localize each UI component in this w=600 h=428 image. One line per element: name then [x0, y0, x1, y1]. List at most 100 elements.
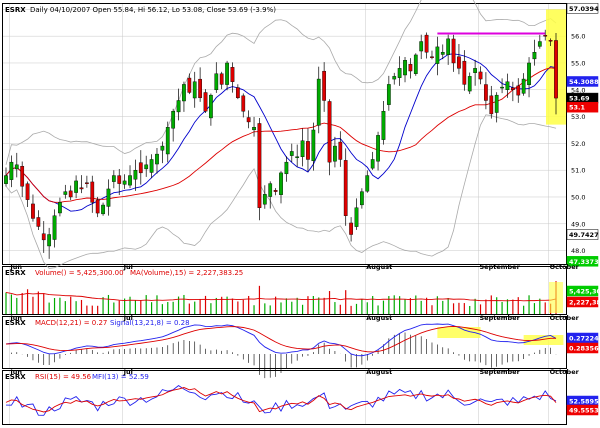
candle-down [510, 87, 515, 90]
candle-up [473, 68, 477, 73]
price-tick-label: 52.0 [571, 140, 585, 148]
candle-up [101, 204, 105, 215]
month-label: October [550, 368, 580, 376]
candle-up [403, 60, 407, 76]
candle-up [300, 140, 305, 158]
volume-value-tag: 5,425,300 [569, 288, 600, 296]
candle-up [74, 180, 78, 193]
candle-down [246, 117, 251, 123]
signal-line [5, 326, 557, 353]
price-label-tag: 47.3373 [569, 258, 599, 266]
candle-down [117, 175, 122, 184]
y-axis-labels: 48.0 49.0 50.0 51.0 52.0 53.0 54.0 55.0 56.0 57.0… [566, 3, 600, 416]
month-label: August [366, 314, 392, 322]
candle-down [543, 35, 548, 37]
candle-up [182, 84, 186, 102]
month-labels: Jun Jun Jun Jul Jul Jul August August August Sept… [9, 263, 579, 376]
candle-up [365, 175, 370, 192]
volume-highlight [549, 282, 563, 313]
candle-up [268, 183, 273, 197]
candle-down [90, 181, 95, 203]
candle-up [386, 84, 391, 105]
candle-up [527, 62, 531, 86]
volume-ma-line [5, 292, 557, 302]
candle-down [203, 92, 208, 112]
candle-down [68, 190, 73, 198]
macd-highlight-1 [437, 327, 481, 338]
price-label-tag: 53.69 [569, 95, 590, 103]
candle-down [322, 70, 327, 101]
candle-up [4, 175, 8, 184]
candle-up [532, 52, 537, 60]
volume-indicator-label: Volume() = 5,425,300.00 [35, 269, 124, 277]
candlesticks [4, 29, 558, 259]
month-label: Jun [9, 263, 22, 271]
candle-up [521, 78, 526, 94]
price-label-tag-box [566, 3, 599, 14]
candle-down [484, 84, 488, 101]
upper-band-line [5, 0, 557, 165]
candle-up [252, 127, 256, 131]
price-symbol: ESRX [5, 6, 26, 14]
candle-down [430, 56, 434, 58]
candle-down [219, 73, 224, 85]
month-label: Jul [123, 368, 133, 376]
mfi-value-tag: 52.5895 [569, 398, 599, 406]
candle-up [467, 76, 472, 92]
candle-down [462, 60, 467, 85]
month-label: September [480, 314, 521, 322]
month-label: Jul [123, 314, 133, 322]
rsi-line [5, 387, 557, 413]
candle-up [289, 151, 294, 156]
candle-down [31, 203, 35, 219]
macd-symbol: ESRX [5, 319, 26, 327]
candle-up [58, 202, 62, 214]
candle-down [424, 34, 429, 53]
candle-up [47, 234, 52, 247]
candle-up [413, 54, 418, 74]
candle-up [160, 145, 165, 151]
candle-up [397, 68, 402, 78]
candle-down [241, 95, 246, 112]
candle-up [128, 175, 132, 186]
candle-down [95, 199, 100, 214]
candle-up [171, 111, 176, 129]
candle-down [273, 190, 278, 192]
volume-panel-frame [2, 266, 567, 315]
candle-up [192, 81, 197, 99]
mfi-indicator-label: MFI(13) = 52.59 [92, 373, 149, 381]
candle-down [451, 38, 456, 64]
volume-symbol: ESRX [5, 269, 26, 277]
candle-down [489, 95, 494, 115]
month-label: August [366, 368, 392, 376]
month-label: October [550, 314, 580, 322]
candle-up [419, 41, 424, 52]
rsi-indicator-label: RSI(15) = 49.56 [35, 373, 92, 381]
candle-down [554, 40, 558, 99]
price-label-tag: 54.3088 [569, 78, 599, 86]
candle-down [41, 233, 46, 241]
candle-up [111, 175, 116, 182]
candle-up [144, 164, 149, 170]
price-label-tag-box [566, 76, 599, 87]
candle-up [209, 94, 213, 119]
candle-up [333, 145, 337, 162]
rsi-value-tag-box [566, 404, 599, 416]
price-tick-label: 50.0 [571, 193, 585, 201]
price-label-tag-box [566, 229, 599, 240]
candle-up [537, 41, 542, 47]
price-tick-label: 55.0 [571, 59, 585, 67]
candle-up [505, 81, 510, 90]
price-tick-label: 56.0 [571, 33, 585, 41]
candle-down [306, 141, 310, 160]
volume-ma-label: MA(Volume),15) = 2,227,383.25 [130, 269, 243, 277]
candle-up [311, 129, 316, 162]
candle-up [279, 172, 283, 195]
macd-value-tag: 0.272242 [569, 335, 600, 343]
price-panel-frame [2, 3, 567, 265]
price-tick-label: 48.0 [571, 247, 585, 255]
signal-value-tag-box [566, 342, 599, 354]
macd-indicator-label: MACD(12,21) = 0.27 [35, 319, 107, 327]
candle-up [52, 215, 57, 240]
